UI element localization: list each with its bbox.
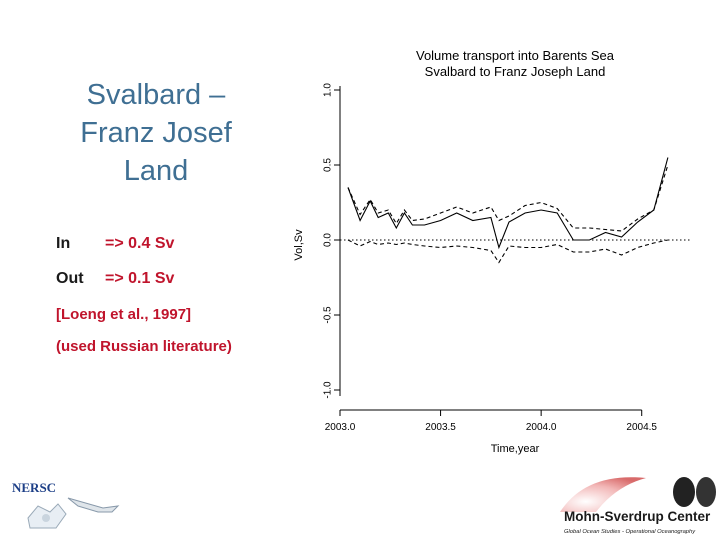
out-value: => 0.1 Sv [105, 270, 175, 287]
x-tick-label: 2003.5 [425, 422, 456, 433]
x-tick-label: 2004.0 [526, 422, 557, 433]
in-value: => 0.4 Sv [105, 235, 175, 252]
chart-title: Volume transport into Barents Sea [416, 48, 615, 63]
nersc-logo-text: NERSC [12, 480, 56, 495]
chart-subtitle: Svalbard to Franz Joseph Land [425, 64, 606, 79]
reference: [Loeng et al., 1997] [56, 306, 192, 323]
title-line-2: Franz Josef [80, 117, 232, 149]
title-line-1: Svalbard – [86, 79, 226, 111]
transport-chart: Volume transport into Barents Sea Svalba… [293, 48, 692, 455]
series-line-3 [347, 239, 669, 264]
title-line-3: Land [123, 155, 189, 187]
y-axis-label: Vol,Sv [293, 229, 305, 261]
nersc-logo: NERSC [12, 480, 120, 529]
out-label: Out [56, 270, 84, 287]
slide-title: Svalbard – Franz Josef Land [40, 76, 272, 190]
note: (used Russian literature) [56, 338, 232, 355]
mohn-sverdrup-title: Mohn-Sverdrup Center [564, 509, 711, 524]
y-tick-label: 0.0 [323, 233, 334, 247]
y-tick-label: 0.5 [323, 158, 334, 172]
x-tick-label: 2003.0 [325, 422, 356, 433]
series-line-2 [347, 164, 669, 232]
y-tick-label: -0.5 [323, 306, 334, 324]
y-tick-label: 1.0 [323, 83, 334, 97]
y-tick-label: -1.0 [323, 381, 334, 399]
in-label: In [56, 235, 71, 252]
x-tick-label: 2004.5 [626, 422, 657, 433]
portrait-1-icon [673, 477, 695, 507]
series-line-1 [347, 157, 669, 250]
x-axis-label: Time,year [491, 443, 540, 455]
mohn-sverdrup-logo: Mohn-Sverdrup Center Global Ocean Studie… [560, 477, 716, 535]
portrait-2-icon [696, 477, 716, 507]
mohn-sverdrup-subtitle: Global Ocean Studies - Operational Ocean… [564, 529, 696, 535]
